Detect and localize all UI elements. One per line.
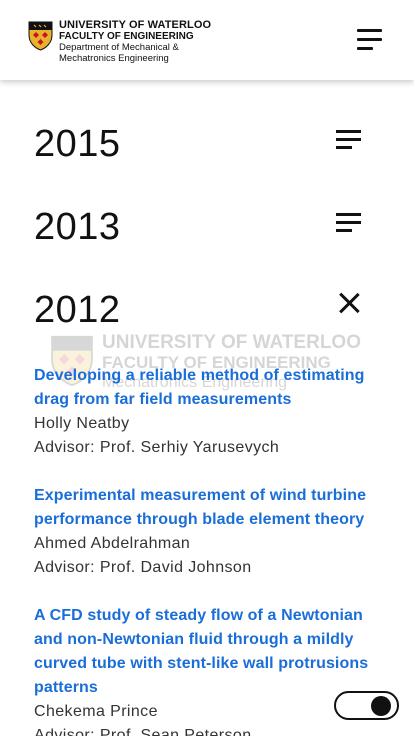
year-section-2015[interactable]: 2015 [34,125,374,175]
project-advisor: Advisor: Prof. Sean Peterson [34,727,252,736]
logo-text: UNIVERSITY OF WATERLOO FACULTY OF ENGINE… [59,20,211,63]
project-title-link[interactable]: Experimental measurement of wind turbine… [34,487,367,528]
project-advisor: Advisor: Prof. David Johnson [34,559,252,576]
project-author: Holly Neatby [34,415,130,432]
list-item: Experimental measurement of wind turbine… [34,484,374,580]
hamburger-menu-icon-bar-2 [357,38,382,41]
list-item: Developing a reliable method of estimati… [34,364,374,460]
year-section-2013[interactable]: 2013 [34,208,374,258]
project-list: Developing a reliable method of estimati… [34,364,374,736]
year-heading: 2015 [34,123,121,165]
logo-department-line2: Mechatronics Engineering [59,52,169,64]
university-logo[interactable]: UNIVERSITY OF WATERLOO FACULTY OF ENGINE… [28,20,218,63]
logo-department-line1: Department of Mechanical & [59,42,179,53]
dark-mode-toggle[interactable] [334,691,399,720]
hamburger-menu-icon-bar-3 [357,47,373,50]
project-title-link[interactable]: A CFD study of steady flow of a Newtonia… [34,607,369,696]
project-author: Ahmed Abdelrahman [34,535,191,552]
university-shield-icon [28,21,53,51]
list-item: A CFD study of steady flow of a Newtonia… [34,604,374,736]
logo-faculty-name: FACULTY OF ENGINEERING [59,31,194,42]
expand-menu-icon[interactable] [336,130,362,152]
expand-menu-icon[interactable] [336,213,362,235]
hamburger-menu-icon [357,29,382,32]
year-heading: 2012 [34,289,121,331]
toggle-knob [371,696,391,716]
logo-university-name: UNIVERSITY OF WATERLOO [59,19,212,31]
project-advisor: Advisor: Prof. Serhiy Yarusevych [34,439,280,456]
close-icon[interactable] [338,292,360,314]
main-menu-button[interactable] [357,29,382,50]
site-header: UNIVERSITY OF WATERLOO FACULTY OF ENGINE… [0,0,414,80]
project-title-link[interactable]: Developing a reliable method of estimati… [34,367,365,408]
project-author: Chekema Prince [34,703,158,720]
year-heading: 2013 [34,206,121,248]
year-section-2012[interactable]: 2012 [34,291,374,341]
